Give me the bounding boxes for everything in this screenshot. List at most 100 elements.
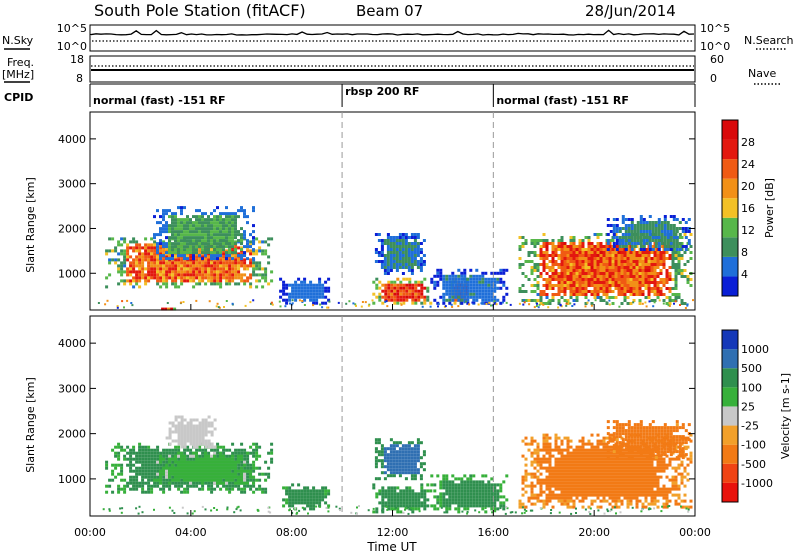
heatmap-cell [590,284,594,287]
heatmap-cell [258,249,262,253]
heatmap-cell [430,483,434,487]
heatmap-cell [551,454,555,458]
heatmap-cell [219,224,222,228]
heatmap-cell [551,287,555,290]
heatmap-cell [195,251,198,255]
heatmap-cell [630,218,634,221]
heatmap-cell [234,460,237,464]
heatmap-cell [581,281,585,284]
heatmap-cell [129,481,133,485]
heatmap-cell [165,285,169,289]
heatmap-cell [605,302,609,305]
heatmap-cell [439,492,443,496]
heatmap-cell [624,245,628,248]
heatmap-cell [442,483,446,487]
heatmap-cell [536,302,538,305]
heatmap-cell [195,218,198,222]
heatmap-cell [478,483,482,487]
heatmap-cell [216,236,219,240]
heatmap-cell [219,221,222,225]
heatmap-cell [189,279,193,283]
heatmap-cell [192,245,195,249]
heatmap-cell [303,489,307,493]
heatmap-cell [487,298,491,302]
heatmap-cell [490,486,494,490]
heatmap-cell [231,230,234,234]
heatmap-cell [291,492,295,496]
heatmap-cell [216,472,219,476]
heatmap-cell [466,477,470,481]
heatmap-cell [132,258,136,262]
heatmap-cell [620,263,624,266]
colorbar-block [722,217,738,238]
heatmap-cell [614,254,618,257]
heatmap-cell [478,286,482,290]
heatmap-cell [457,305,460,308]
heatmap-cell [105,460,109,464]
heatmap-cell [451,298,455,302]
heatmap-cell [217,306,220,309]
heatmap-cell [402,495,406,499]
heatmap-cell [225,463,228,467]
heatmap-cell [605,281,609,284]
heatmap-cell [186,248,189,252]
heatmap-cell [210,466,213,470]
heatmap-cell [542,266,546,269]
heatmap-cell [410,456,414,460]
heatmap-cell [291,299,294,302]
heatmap-cell [398,254,402,257]
heatmap-cell [560,487,564,491]
heatmap-cell [572,484,576,488]
heatmap-cell [243,478,246,482]
heatmap-cell [246,221,249,225]
heatmap-cell [195,478,198,482]
heatmap-cell [228,224,231,228]
heatmap-cell [222,212,225,216]
heatmap-cell [563,436,567,440]
heatmap-cell [168,475,171,479]
heatmap-cell [240,248,243,252]
heatmap-cell [410,462,414,466]
heatmap-cell [416,459,420,463]
heatmap-cell [165,264,169,268]
heatmap-cell [569,463,573,467]
heatmap-cell [300,498,304,502]
heatmap-cell [117,264,121,268]
heatmap-cell [678,227,682,230]
heatmap-cell [560,490,564,494]
heatmap-cell [321,286,325,290]
heatmap-cell [243,264,247,268]
heatmap-cell [572,490,576,494]
heatmap-cell [684,245,688,248]
heatmap-cell [389,456,393,460]
heatmap-cell [666,248,670,251]
heatmap-cell [225,251,228,255]
y-tick-label: 4000 [58,133,86,146]
heatmap-cell [413,462,417,466]
heatmap-cell [408,501,412,505]
heatmap-cell [407,251,411,254]
heatmap-cell [234,224,237,228]
heatmap-cell [671,257,675,260]
heatmap-cell [545,445,549,449]
heatmap-cell [653,269,657,272]
heatmap-cell [617,248,621,251]
heatmap-cell [402,301,406,305]
heatmap-cell [387,289,391,293]
heatmap-cell [174,242,177,246]
heatmap-cell [410,450,414,454]
heatmap-cell [533,484,537,488]
heatmap-cell [387,501,391,505]
heatmap-cell [572,481,576,485]
heatmap-cell [195,427,199,431]
heatmap-cell [123,270,127,274]
heatmap-cell [153,236,156,240]
heatmap-cell [647,272,651,275]
heatmap-cell [442,498,446,502]
heatmap-cell [641,260,645,263]
heatmap-cell [312,286,316,290]
heatmap-cell [445,298,449,302]
heatmap-cell [207,457,210,461]
heatmap-cell [505,286,509,290]
